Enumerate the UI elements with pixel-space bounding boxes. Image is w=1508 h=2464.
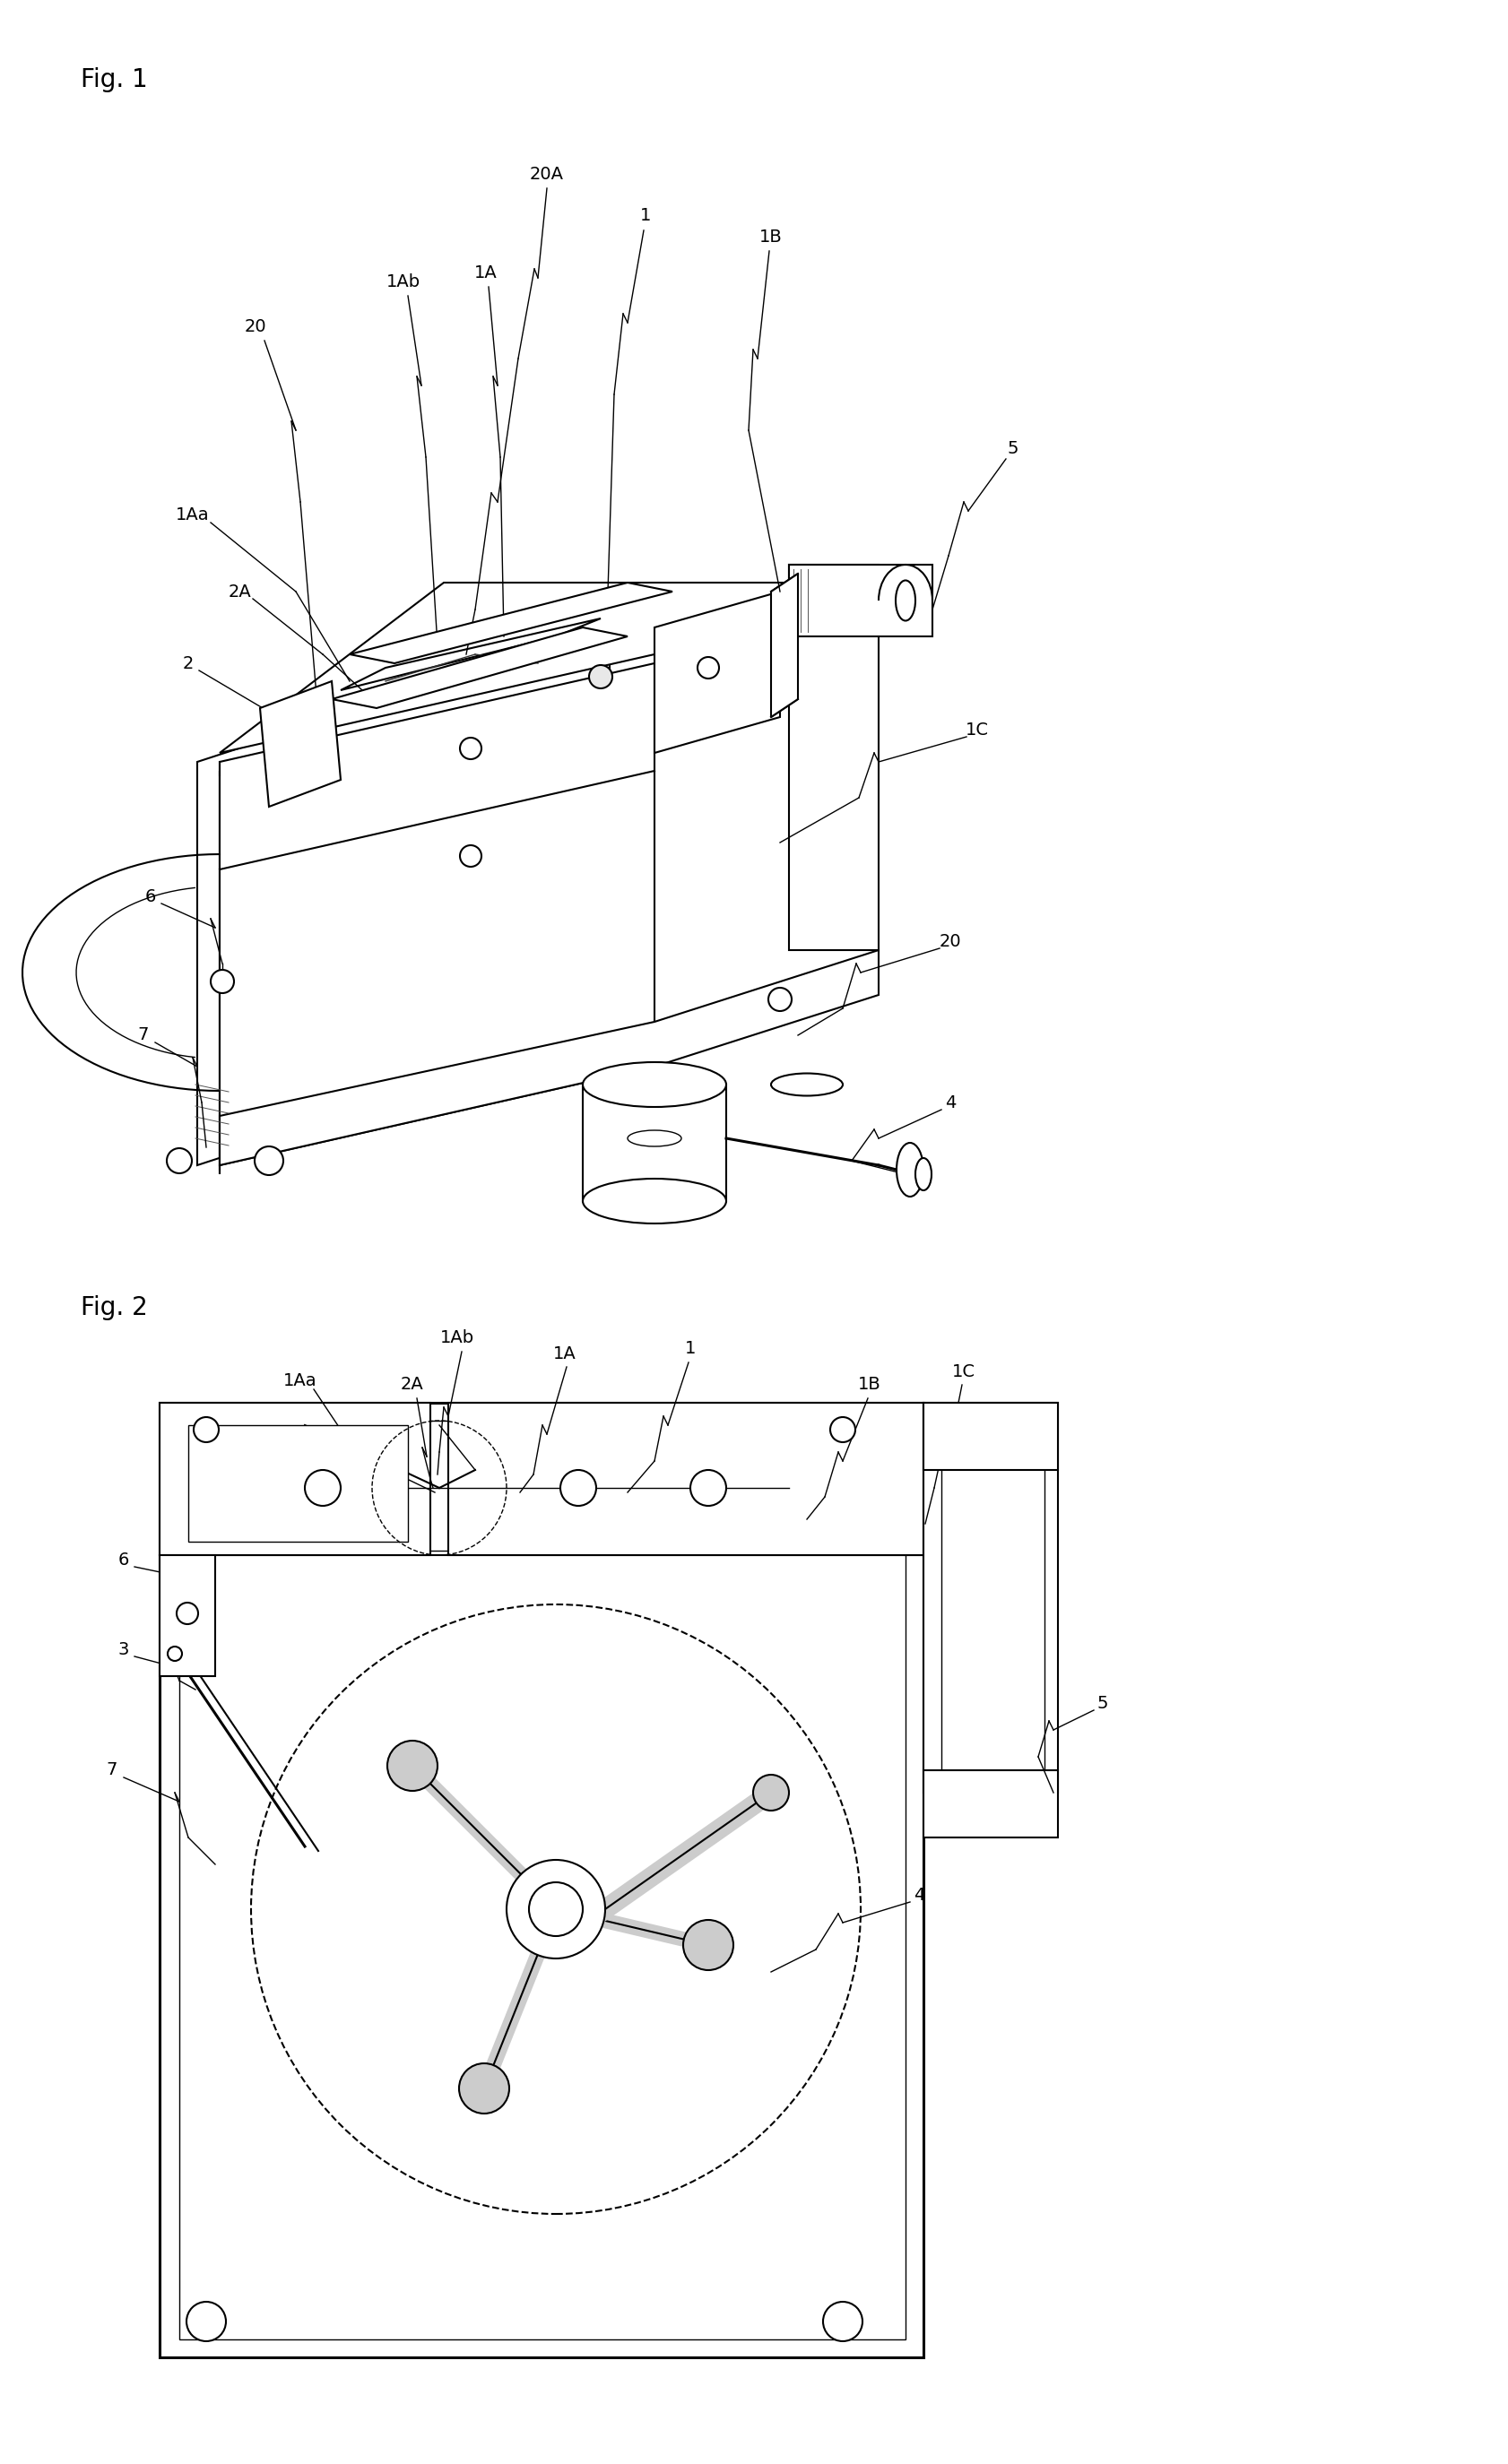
Circle shape bbox=[211, 971, 234, 993]
Text: 1A: 1A bbox=[474, 264, 498, 281]
Polygon shape bbox=[220, 951, 878, 1165]
Circle shape bbox=[829, 1417, 855, 1441]
Text: 1: 1 bbox=[685, 1340, 695, 1358]
Ellipse shape bbox=[582, 1062, 725, 1106]
Text: 7: 7 bbox=[107, 1762, 118, 1779]
Ellipse shape bbox=[915, 1158, 930, 1190]
Text: 4: 4 bbox=[944, 1094, 956, 1111]
Polygon shape bbox=[923, 1769, 1057, 1838]
Text: 1C: 1C bbox=[952, 1363, 974, 1380]
Circle shape bbox=[167, 1646, 182, 1661]
Polygon shape bbox=[160, 1555, 216, 1676]
Text: 4: 4 bbox=[912, 1887, 924, 1905]
Polygon shape bbox=[198, 628, 609, 1165]
Text: 20: 20 bbox=[939, 934, 961, 949]
Polygon shape bbox=[789, 564, 878, 951]
Circle shape bbox=[176, 1602, 198, 1624]
Ellipse shape bbox=[896, 582, 915, 621]
Ellipse shape bbox=[627, 1131, 682, 1146]
Circle shape bbox=[187, 2301, 226, 2341]
Circle shape bbox=[768, 988, 792, 1010]
Circle shape bbox=[822, 2301, 863, 2341]
Text: 6: 6 bbox=[145, 887, 155, 904]
Polygon shape bbox=[179, 1422, 905, 2338]
Polygon shape bbox=[188, 1424, 407, 1542]
Text: Fig. 2: Fig. 2 bbox=[80, 1296, 148, 1321]
Circle shape bbox=[752, 1774, 789, 1811]
Text: 7: 7 bbox=[137, 1027, 149, 1045]
Circle shape bbox=[529, 1882, 582, 1937]
Circle shape bbox=[460, 845, 481, 867]
Text: 3: 3 bbox=[118, 1641, 130, 1658]
Circle shape bbox=[458, 2062, 508, 2114]
Text: 1A: 1A bbox=[553, 1345, 576, 1363]
Circle shape bbox=[388, 1740, 437, 1791]
Circle shape bbox=[588, 665, 612, 687]
Circle shape bbox=[460, 737, 481, 759]
Polygon shape bbox=[789, 564, 932, 636]
Polygon shape bbox=[771, 574, 798, 717]
Text: 1C: 1C bbox=[965, 722, 988, 739]
Text: 1Ab: 1Ab bbox=[386, 274, 421, 291]
Polygon shape bbox=[654, 591, 780, 754]
Circle shape bbox=[305, 1471, 341, 1506]
Polygon shape bbox=[341, 618, 600, 690]
Circle shape bbox=[683, 1919, 733, 1971]
Circle shape bbox=[697, 658, 719, 678]
Polygon shape bbox=[941, 1417, 1044, 1789]
Ellipse shape bbox=[582, 1178, 725, 1225]
Polygon shape bbox=[923, 1402, 1057, 1794]
Text: 5: 5 bbox=[1096, 1695, 1108, 1712]
Text: 1B: 1B bbox=[759, 229, 783, 246]
Circle shape bbox=[507, 1860, 605, 1959]
Polygon shape bbox=[160, 1402, 430, 1555]
Text: 2: 2 bbox=[182, 655, 193, 673]
Text: 20: 20 bbox=[244, 318, 267, 335]
Circle shape bbox=[559, 1471, 596, 1506]
Polygon shape bbox=[160, 1402, 923, 2358]
Text: 1Ab: 1Ab bbox=[440, 1328, 474, 1345]
Text: 1Aa: 1Aa bbox=[284, 1372, 317, 1390]
Polygon shape bbox=[220, 582, 878, 754]
Text: 20A: 20A bbox=[529, 165, 564, 182]
Text: 5: 5 bbox=[1007, 439, 1018, 456]
Ellipse shape bbox=[896, 1143, 923, 1198]
Polygon shape bbox=[259, 680, 341, 806]
Text: 2A: 2A bbox=[401, 1377, 424, 1392]
Circle shape bbox=[691, 1471, 725, 1506]
Polygon shape bbox=[923, 1402, 1057, 1471]
Text: 1: 1 bbox=[639, 207, 650, 224]
Text: 6: 6 bbox=[118, 1552, 130, 1567]
Text: 2: 2 bbox=[273, 1471, 284, 1488]
Polygon shape bbox=[448, 1402, 923, 1555]
Polygon shape bbox=[332, 628, 627, 707]
Circle shape bbox=[167, 1148, 192, 1173]
Polygon shape bbox=[220, 663, 654, 1165]
Ellipse shape bbox=[771, 1074, 843, 1096]
Text: 2A: 2A bbox=[229, 584, 252, 601]
Polygon shape bbox=[350, 582, 673, 663]
Text: 1B: 1B bbox=[858, 1377, 881, 1392]
Text: Fig. 1: Fig. 1 bbox=[80, 67, 148, 91]
Circle shape bbox=[193, 1417, 219, 1441]
Circle shape bbox=[255, 1146, 284, 1175]
Text: 1Aa: 1Aa bbox=[176, 508, 210, 525]
